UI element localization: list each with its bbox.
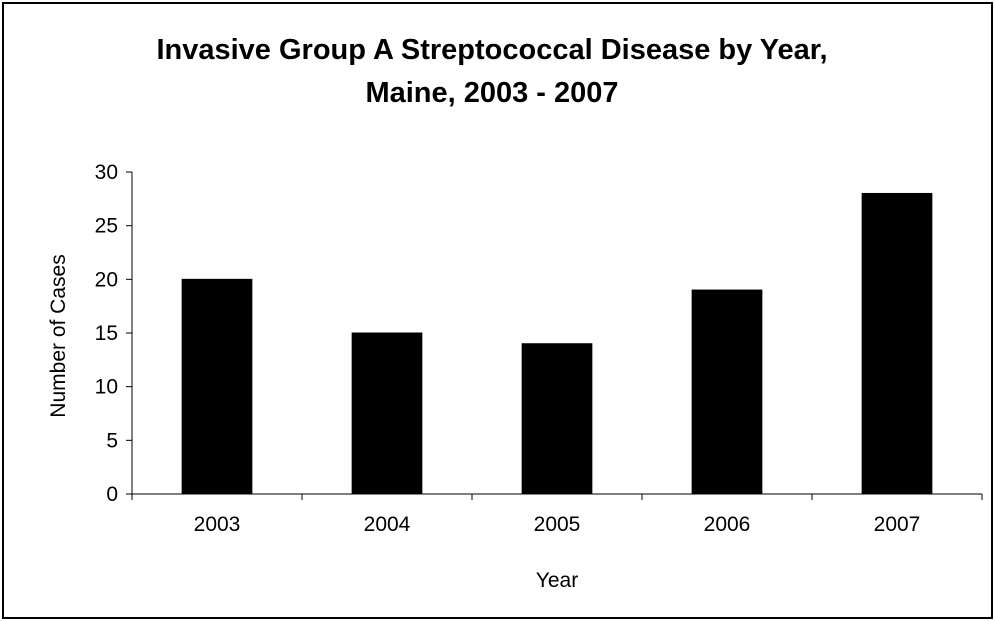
y-tick-label: 25 [95,215,118,238]
chart-title-line-2: Maine, 2003 - 2007 [365,77,618,109]
y-axis-title: Number of Cases [47,254,70,417]
y-tick-label: 20 [95,268,118,291]
y-tick-label: 5 [106,429,118,452]
y-tick-label: 0 [106,483,118,506]
bar-2006 [691,289,763,495]
bar-2005 [521,343,593,495]
chart-title-line-1: Invasive Group A Streptococcal Disease b… [156,34,827,66]
x-axis-title: Year [536,569,578,592]
x-tick-label: 2005 [534,513,581,536]
y-tick-label: 15 [95,322,118,345]
bar-chart: Invasive Group A Streptococcal Disease b… [47,34,983,592]
bar-2004 [351,332,423,495]
bar-2007 [861,192,933,495]
x-tick-label: 2007 [874,513,921,536]
x-tick-label: 2004 [364,513,411,536]
x-tick-label: 2003 [194,513,241,536]
y-axis-ticks: 0 5 10 15 20 25 30 [95,161,132,506]
bars [181,192,933,495]
bar-2003 [181,278,253,495]
x-axis-ticks: 2003 2004 2005 2006 2007 [131,494,983,536]
y-tick-label: 30 [95,161,118,184]
y-tick-label: 10 [95,376,118,399]
x-tick-label: 2006 [704,513,751,536]
